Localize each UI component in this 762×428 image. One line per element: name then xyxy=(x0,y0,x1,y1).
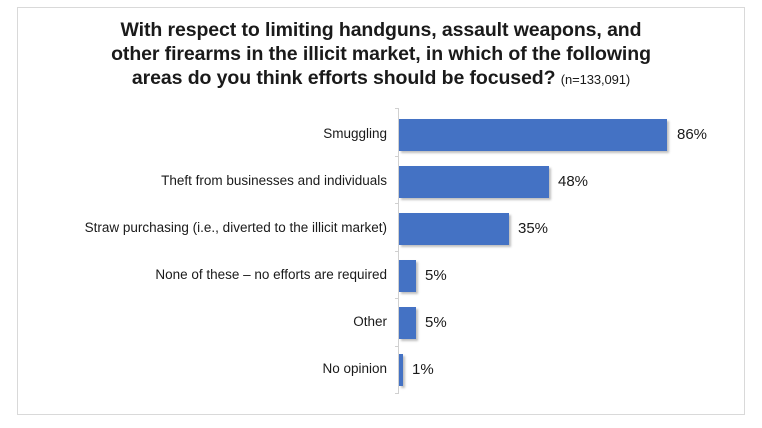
value-label: 35% xyxy=(518,220,549,237)
category-label: No opinion xyxy=(322,361,387,376)
axis-tick xyxy=(395,251,399,252)
axis-tick xyxy=(395,156,399,157)
bar xyxy=(399,166,549,198)
title-line-3: areas do you think efforts should be foc… xyxy=(131,67,631,89)
category-label: Theft from businesses and individuals xyxy=(161,173,387,188)
bar xyxy=(399,213,509,245)
value-label: 1% xyxy=(412,361,434,378)
category-label: Smuggling xyxy=(323,126,387,141)
axis-tick xyxy=(395,108,399,109)
axis-tick xyxy=(395,203,399,204)
bar xyxy=(399,354,403,386)
bar xyxy=(399,119,667,151)
sample-size: (n=133,091) xyxy=(560,72,631,87)
category-label: Straw purchasing (i.e., diverted to the … xyxy=(84,220,387,235)
category-label: None of these – no efforts are required xyxy=(155,267,387,282)
bar xyxy=(399,260,416,292)
axis-tick xyxy=(395,298,399,299)
axis-tick xyxy=(395,393,399,394)
value-label: 48% xyxy=(558,173,589,190)
value-label: 86% xyxy=(677,126,708,143)
value-label: 5% xyxy=(425,314,447,331)
axis-tick xyxy=(395,346,399,347)
category-label: Other xyxy=(353,314,387,329)
chart-frame xyxy=(17,7,745,415)
title-line-2: other firearms in the illicit market, in… xyxy=(111,43,651,65)
title-line-1: With respect to limiting handguns, assau… xyxy=(120,19,642,41)
chart-title: With respect to limiting handguns, assau… xyxy=(17,18,745,92)
bar xyxy=(399,307,416,339)
value-label: 5% xyxy=(425,267,447,284)
